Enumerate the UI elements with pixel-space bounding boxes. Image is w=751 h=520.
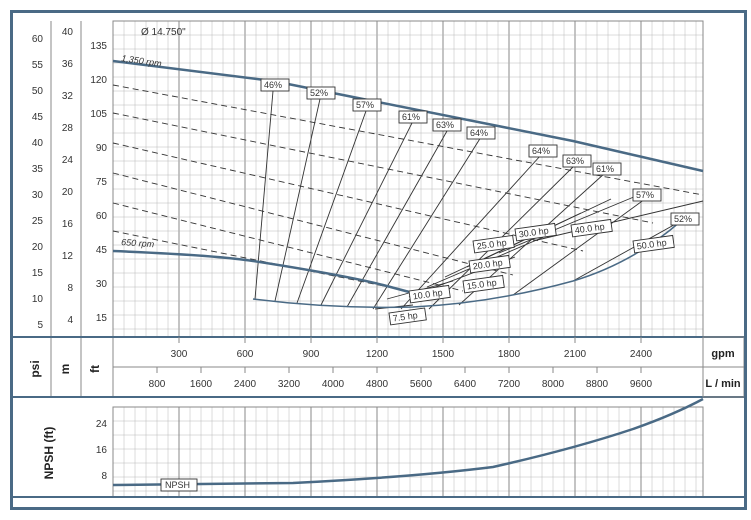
svg-text:20: 20: [32, 242, 44, 253]
svg-text:4800: 4800: [366, 379, 389, 390]
svg-text:32: 32: [62, 91, 74, 102]
pump-curve-svg: 5 10 15 20 25 30 35 40 45 50 55 60 4 8 12 16 20 24 28 32 36…: [13, 13, 744, 507]
xaxis-band: psi m ft 300 600 900 1200 1500 1800 2100 2400 g…: [13, 337, 744, 397]
main-grid: [113, 21, 703, 337]
svg-text:16: 16: [96, 445, 108, 456]
svg-text:12: 12: [62, 251, 74, 262]
svg-text:57%: 57%: [356, 100, 374, 110]
svg-text:90: 90: [96, 143, 108, 154]
svg-text:5600: 5600: [410, 379, 433, 390]
m-label: m: [58, 364, 72, 375]
svg-text:25: 25: [32, 216, 44, 227]
svg-text:900: 900: [303, 349, 320, 360]
npsh-ticks: 8 16 24: [96, 419, 108, 482]
ft-ticks: 15 30 45 60 75 90 105 120 135: [90, 41, 107, 324]
svg-text:800: 800: [149, 379, 166, 390]
svg-text:15: 15: [96, 313, 108, 324]
svg-text:20: 20: [62, 187, 74, 198]
svg-text:2400: 2400: [234, 379, 257, 390]
svg-text:8: 8: [67, 283, 73, 294]
psi-label: psi: [28, 360, 42, 377]
svg-text:75: 75: [96, 177, 108, 188]
head-curves: [113, 61, 703, 307]
rpm-650: 650 rpm: [121, 237, 155, 249]
svg-text:46%: 46%: [264, 80, 282, 90]
svg-text:4000: 4000: [322, 379, 345, 390]
svg-text:52%: 52%: [310, 88, 328, 98]
svg-text:10: 10: [32, 294, 44, 305]
svg-text:35: 35: [32, 164, 44, 175]
svg-text:8000: 8000: [542, 379, 565, 390]
svg-text:40: 40: [32, 138, 44, 149]
m-ticks: 4 8 12 16 20 24 28 32 36 40: [62, 27, 74, 326]
svg-text:45: 45: [96, 245, 108, 256]
svg-text:6400: 6400: [454, 379, 477, 390]
impeller-label: Ø 14.750": [141, 27, 186, 38]
svg-text:40: 40: [62, 27, 74, 38]
svg-text:NPSH: NPSH: [165, 480, 190, 490]
rpm-1350: 1,350 rpm: [121, 53, 163, 69]
svg-text:3200: 3200: [278, 379, 301, 390]
svg-text:16: 16: [62, 219, 74, 230]
svg-text:600: 600: [237, 349, 254, 360]
svg-text:2100: 2100: [564, 349, 587, 360]
svg-text:30: 30: [32, 190, 44, 201]
svg-text:7200: 7200: [498, 379, 521, 390]
efficiency-lines: [255, 91, 681, 309]
svg-text:30: 30: [96, 279, 108, 290]
svg-text:135: 135: [90, 41, 107, 52]
svg-text:5: 5: [37, 320, 43, 331]
npsh-box-label: NPSH: [161, 479, 197, 491]
svg-text:63%: 63%: [436, 120, 454, 130]
svg-text:64%: 64%: [470, 128, 488, 138]
gpm-ticks: 300 600 900 1200 1500 1800 2100 2400: [171, 349, 653, 360]
svg-text:57%: 57%: [636, 190, 654, 200]
svg-text:36: 36: [62, 59, 74, 70]
yaxis-columns: 5 10 15 20 25 30 35 40 45 50 55 60 4 8 12 16 20 24 28 32 36…: [32, 21, 113, 397]
svg-text:9600: 9600: [630, 379, 653, 390]
svg-text:300: 300: [171, 349, 188, 360]
svg-text:61%: 61%: [596, 164, 614, 174]
svg-text:45: 45: [32, 112, 44, 123]
gpm-label: gpm: [711, 348, 734, 360]
pump-curve-frame: 5 10 15 20 25 30 35 40 45 50 55 60 4 8 12 16 20 24 28 32 36…: [10, 10, 747, 510]
svg-text:1500: 1500: [432, 349, 455, 360]
svg-text:120: 120: [90, 75, 107, 86]
lmin-label: L / min: [705, 378, 741, 390]
svg-text:64%: 64%: [532, 146, 550, 156]
svg-text:4: 4: [67, 315, 73, 326]
svg-text:1600: 1600: [190, 379, 213, 390]
svg-text:1800: 1800: [498, 349, 521, 360]
svg-text:60: 60: [96, 211, 108, 222]
ft-label: ft: [88, 365, 102, 373]
npsh-ylabel: NPSH (ft): [42, 427, 56, 480]
svg-text:60: 60: [32, 34, 44, 45]
svg-text:24: 24: [62, 155, 74, 166]
svg-text:63%: 63%: [566, 156, 584, 166]
svg-text:15: 15: [32, 268, 44, 279]
svg-text:8800: 8800: [586, 379, 609, 390]
svg-text:55: 55: [32, 60, 44, 71]
svg-text:61%: 61%: [402, 112, 420, 122]
svg-text:50: 50: [32, 86, 44, 97]
svg-text:1200: 1200: [366, 349, 389, 360]
svg-text:28: 28: [62, 123, 74, 134]
svg-text:52%: 52%: [674, 214, 692, 224]
lmin-ticks: 800 1600 2400 3200 4000 4800 5600 6400 7200 8000 8…: [149, 379, 653, 390]
svg-text:105: 105: [90, 109, 107, 120]
psi-ticks: 5 10 15 20 25 30 35 40 45 50 55 60: [32, 34, 44, 331]
svg-text:8: 8: [101, 471, 107, 482]
npsh-chart: 8 16 24 NPSH NPSH (ft): [13, 399, 744, 497]
svg-text:24: 24: [96, 419, 108, 430]
svg-text:2400: 2400: [630, 349, 653, 360]
